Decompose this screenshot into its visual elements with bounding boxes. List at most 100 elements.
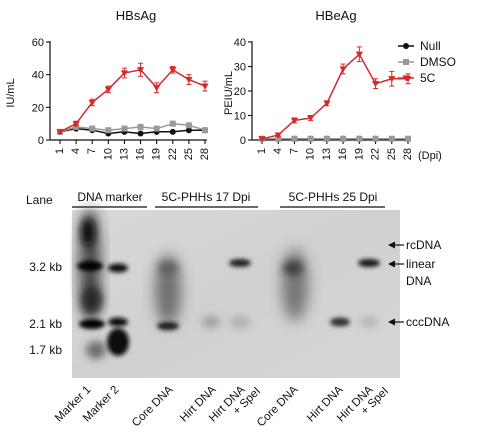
hbsag-line-dmso xyxy=(59,122,206,133)
group-label-17dpi: 5C-PHHs 17 Dpi xyxy=(162,190,251,204)
legend-marker-dmso xyxy=(403,59,409,65)
legend-marker-null xyxy=(403,43,409,49)
hbeag-chart: HBeAg PEIU/mL (Dpi) 0 10 20 30 40 1 4 7 10 13 16 19… xyxy=(223,8,442,162)
hbeag-y-tick-label: 40 xyxy=(234,37,246,49)
hirt17-spei-faint xyxy=(230,316,250,328)
hbsag-point-5c xyxy=(56,129,64,136)
marker1-band-2.1kb xyxy=(79,319,105,329)
hbsag-point-null xyxy=(169,128,176,135)
dna-label: DNA xyxy=(406,274,431,288)
hbsag-point-5c xyxy=(169,67,177,74)
hbsag-y-tick-label: 0 xyxy=(38,135,44,147)
hbsag-point-5c xyxy=(185,76,193,84)
rcdna-label: rcDNA xyxy=(406,238,441,252)
annotation-rcdna: rcDNA xyxy=(388,238,441,252)
hirt25-spei-faint xyxy=(360,317,378,327)
size-marker-3.2kb: 3.2 kb xyxy=(29,260,62,274)
blot-image xyxy=(72,207,400,378)
hbsag-chart: HBsAg IU/mL 0 20 40 60 1 4 7 10 13 16 19 22 25 28 xyxy=(5,8,211,160)
hbsag-y-tick-label: 20 xyxy=(32,102,44,114)
hbsag-x-tick-label: 1 xyxy=(54,148,66,154)
hbeag-point-dmso xyxy=(388,135,395,142)
core17-upper xyxy=(158,262,178,274)
hbeag-x-tick-label: 4 xyxy=(272,148,284,154)
hbsag-x-tick-label: 22 xyxy=(167,148,179,160)
hirt25-cccdna-band xyxy=(330,317,350,327)
hbeag-x-tick-label: 7 xyxy=(288,148,300,154)
hbeag-y-tick-label: 20 xyxy=(234,86,246,98)
marker1-top-band xyxy=(81,218,95,246)
hbsag-x-tick-label: 7 xyxy=(86,148,98,154)
hbeag-series-5c xyxy=(258,46,412,143)
hbsag-x-tick-label: 13 xyxy=(118,148,130,160)
hbeag-point-5c xyxy=(307,115,315,122)
marker2-band-3.2kb xyxy=(108,263,128,273)
hbsag-x-tick-label: 10 xyxy=(102,148,114,160)
hbeag-x-tick-label: 19 xyxy=(353,148,365,160)
hbsag-x-tick-label: 25 xyxy=(183,148,195,160)
hbsag-series-5c xyxy=(56,62,209,136)
annotation-linear-dna: linear DNA xyxy=(388,257,435,288)
hbeag-point-dmso xyxy=(356,135,363,142)
lane-label-5: Hirt DNA+ SpeI xyxy=(207,384,263,425)
hbeag-x-tick-label: 1 xyxy=(256,148,268,154)
lane-label-8: Hirt DNA+ SpeI xyxy=(335,384,391,425)
hbeag-point-dmso xyxy=(275,135,282,142)
hbeag-x-tick-label: 10 xyxy=(305,148,317,160)
hbsag-point-null xyxy=(137,130,144,137)
size-marker-1.7kb: 1.7 kb xyxy=(29,343,62,357)
hbeag-point-dmso xyxy=(307,135,314,142)
hbsag-point-5c xyxy=(153,85,161,92)
lane-label-text: Core DNA xyxy=(130,384,176,430)
arrowhead-icon xyxy=(388,241,395,249)
hbeag-x-tick-label: 13 xyxy=(321,148,333,160)
hirt25-spei-linear-band xyxy=(358,259,380,267)
hbeag-y-axis-label: PEIU/mL xyxy=(223,71,235,115)
hbeag-point-dmso xyxy=(372,135,379,142)
hbsag-x-tick-label: 4 xyxy=(70,148,82,154)
linear-label: linear xyxy=(406,257,435,271)
hbeag-point-dmso xyxy=(405,135,411,142)
hbeag-point-5c xyxy=(323,100,331,107)
hbsag-chart-title: HBsAg xyxy=(116,8,156,23)
hirt17-spei-linear-band xyxy=(229,259,251,267)
lane-label-text: Core DNA xyxy=(255,384,301,430)
legend-label-null: Null xyxy=(420,39,441,53)
hbeag-line-5c xyxy=(261,53,408,140)
marker1-mid-smear xyxy=(81,286,103,314)
hbsag-y-tick-label: 40 xyxy=(32,70,44,82)
marker1-bottom-smear xyxy=(86,341,106,359)
hirt17-faint xyxy=(202,316,220,328)
hbsag-point-dmso xyxy=(202,127,208,134)
group-label-25dpi: 5C-PHHs 25 Dpi xyxy=(289,190,378,204)
hbsag-line-5c xyxy=(59,68,206,133)
cccdna-label: cccDNA xyxy=(406,315,449,329)
annotation-cccdna: cccDNA xyxy=(388,315,449,329)
core25-smear xyxy=(282,249,308,321)
hbeag-series xyxy=(258,46,412,143)
hbeag-point-5c xyxy=(258,136,266,143)
hbeag-y-tick-label: 0 xyxy=(240,135,246,147)
hbeag-point-5c xyxy=(355,51,363,58)
hbeag-point-dmso xyxy=(291,135,298,142)
hbsag-point-5c xyxy=(72,121,80,128)
hbsag-point-5c xyxy=(104,86,112,93)
hbeag-y-tick-label: 10 xyxy=(234,111,246,123)
hbsag-point-dmso xyxy=(105,127,112,134)
legend-marker-5c xyxy=(402,75,410,82)
core25-upper xyxy=(283,261,303,275)
hbeag-chart-title: HBeAg xyxy=(315,8,356,23)
lane-header: Lane xyxy=(26,193,53,207)
hbsag-point-dmso xyxy=(153,125,160,132)
marker2-band-1.7kb xyxy=(107,328,129,356)
hbsag-axes: 0 20 40 60 1 4 7 10 13 16 19 22 25 28 xyxy=(32,37,211,160)
hbsag-x-tick-label: 28 xyxy=(199,148,211,160)
hbsag-point-5c xyxy=(136,67,145,74)
hbsag-point-dmso xyxy=(89,125,96,132)
hbsag-point-dmso xyxy=(185,122,192,129)
core17-band xyxy=(157,322,179,330)
lane-label-3: Core DNA xyxy=(130,384,176,430)
hbsag-point-5c xyxy=(201,83,209,90)
hbsag-line-null xyxy=(59,127,205,135)
